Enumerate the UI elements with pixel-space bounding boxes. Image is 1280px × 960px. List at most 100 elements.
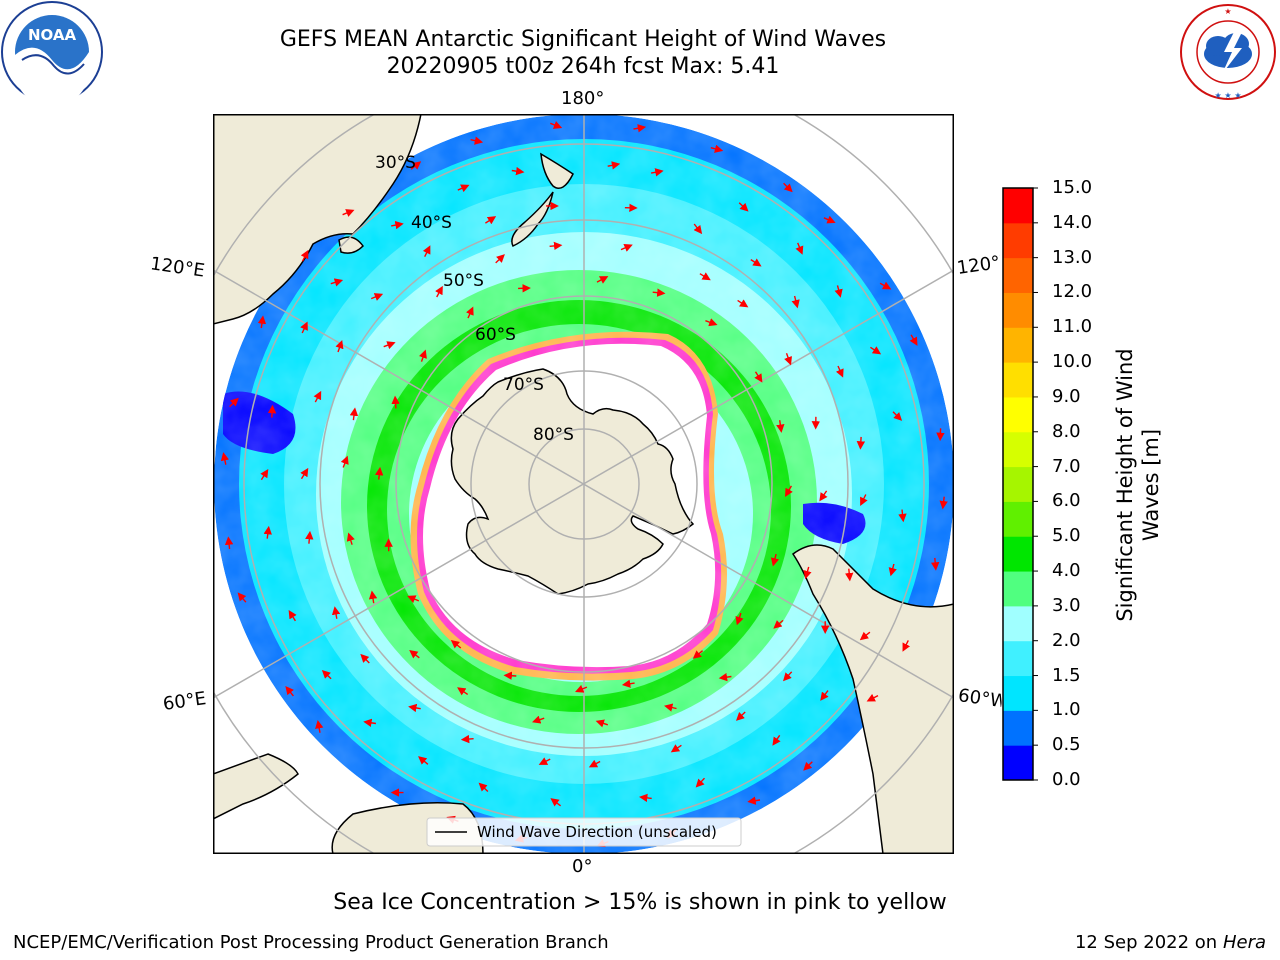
wave-direction-arrow: [375, 466, 384, 480]
wave-direction-arrow: [803, 566, 812, 580]
lon-label-60w: 60°W: [956, 686, 1004, 712]
lat-label-70s: 70°S: [503, 375, 544, 395]
wave-direction-arrow: [370, 293, 384, 301]
wave-direction-arrow: [422, 245, 431, 258]
wave-direction-arrow: [710, 144, 724, 153]
wave-direction-arrow: [621, 679, 635, 688]
wave-direction-arrow: [823, 215, 836, 224]
producer-credit: NCEP/EMC/Verification Post Processing Pr…: [13, 932, 609, 953]
wave-direction-arrow: [313, 390, 322, 403]
colorbar-segment: [1003, 501, 1033, 537]
wave-direction-arrow: [670, 744, 682, 753]
wave-direction-arrow: [237, 592, 247, 603]
wave-direction-arrow: [791, 295, 800, 309]
wave-direction-arrow: [330, 278, 344, 287]
wave-direction-arrow: [485, 216, 497, 225]
wave-direction-arrow: [785, 485, 793, 498]
wave-direction-arrow: [407, 595, 420, 604]
colorbar-segment: [1003, 605, 1033, 642]
colorbar-tick-label: 9.0: [1052, 385, 1081, 407]
wave-direction-arrow: [870, 346, 882, 355]
wave-direction-arrow: [363, 718, 377, 727]
lat-label-50s: 50°S: [443, 271, 484, 291]
wave-direction-arrow: [820, 690, 829, 701]
wave-direction-arrow: [783, 671, 793, 682]
colorbar-segment: [1003, 710, 1033, 746]
colorbar-tick-label: 11.0: [1052, 316, 1093, 338]
colorbar-segment: [1003, 222, 1033, 259]
wave-direction-arrow: [747, 796, 761, 805]
wave-direction-arrow: [391, 395, 400, 409]
colorbar-segment: [1003, 292, 1033, 328]
wave-direction-arrow: [300, 249, 309, 262]
wave-direction-arrow: [620, 244, 633, 252]
wave-direction-arrow: [368, 590, 378, 604]
wave-direction-arrow: [718, 672, 732, 682]
wave-direction-arrow: [735, 612, 744, 626]
colorbar-segment: [1003, 571, 1033, 607]
colorbar-segment: [1003, 745, 1033, 781]
wave-direction-arrow: [511, 166, 525, 176]
wave-direction-arrow: [737, 299, 749, 308]
wave-direction-arrow: [465, 306, 474, 319]
wave-direction-arrow: [450, 639, 462, 649]
lat-label-80s: 80°S: [533, 425, 574, 445]
wave-direction-arrow: [391, 220, 404, 230]
wave-direction-arrow: [860, 494, 868, 507]
wave-direction-arrow: [784, 353, 792, 366]
colorbar-segment: [1003, 466, 1033, 502]
wave-direction-arrow: [305, 530, 314, 544]
wave-direction-arrow: [754, 371, 763, 383]
colorbar-tick-label: 6.0: [1052, 490, 1081, 512]
lat-label-60s: 60°S: [475, 325, 516, 345]
wave-direction-arrow: [460, 734, 474, 744]
colorbar-tick-label: 13.0: [1052, 246, 1093, 268]
wave-direction-arrow: [783, 182, 793, 193]
wave-direction-arrow: [315, 720, 324, 733]
colorbar-title: Significant Height of Wind Waves [m]: [1112, 295, 1164, 675]
wave-direction-arrow: [845, 568, 854, 582]
lon-label-60e: 60°E: [161, 688, 208, 715]
colorbar-tick-label: 4.0: [1052, 560, 1081, 582]
wave-direction-arrow: [909, 334, 918, 346]
wave-direction-arrow: [835, 365, 844, 378]
wave-direction-arrow: [803, 761, 813, 771]
legend-label: Wind Wave Direction (unscaled): [477, 823, 717, 841]
nws-logo: ★ ★ ★ ★: [1180, 4, 1276, 100]
wave-direction-arrow: [300, 321, 308, 334]
colorbar-segment: [1003, 431, 1033, 468]
wave-direction-arrow: [650, 168, 664, 177]
wave-direction-arrow: [418, 349, 427, 362]
wave-direction-arrow: [595, 719, 609, 728]
wave-direction-arrow: [383, 341, 396, 350]
wave-direction-arrow: [220, 452, 230, 465]
wave-direction-arrow: [939, 496, 948, 510]
wave-direction-arrow: [892, 411, 903, 421]
colorbar-tick-label: 14.0: [1052, 211, 1093, 233]
wave-direction-arrow: [795, 242, 804, 255]
wave-direction-arrow: [300, 467, 309, 480]
wave-direction-arrow: [229, 397, 239, 408]
colorbar: [1002, 187, 1038, 781]
colorbar-title-line2: Waves [m]: [1139, 428, 1163, 542]
colorbar-tick-label: 2.0: [1052, 629, 1081, 651]
wave-direction-arrow: [750, 258, 762, 267]
wave-direction-arrow: [349, 407, 359, 421]
colorbar-segment: [1003, 362, 1033, 398]
map-legend: Wind Wave Direction (unscaled): [426, 817, 742, 847]
colorbar-tick-label: 15.0: [1052, 177, 1093, 198]
wave-direction-arrow: [819, 490, 828, 502]
wave-direction-arrow: [633, 124, 647, 133]
colorbar-tick-label: 3.0: [1052, 594, 1081, 616]
colorbar-segment: [1003, 640, 1033, 677]
wave-direction-arrow: [866, 693, 879, 702]
wave-direction-arrow: [735, 711, 746, 721]
wave-direction-arrow: [607, 161, 621, 170]
wave-direction-arrow: [360, 653, 370, 664]
colorbar-tick-label: 0.5: [1052, 734, 1081, 756]
wave-direction-arrow: [639, 793, 652, 803]
wave-direction-arrow: [856, 436, 866, 450]
wave-direction-arrow: [931, 557, 940, 571]
map-subtitle: 20220905 t00z 264h fcst Max: 5.41: [386, 54, 780, 79]
colorbar-segment: [1003, 327, 1033, 363]
